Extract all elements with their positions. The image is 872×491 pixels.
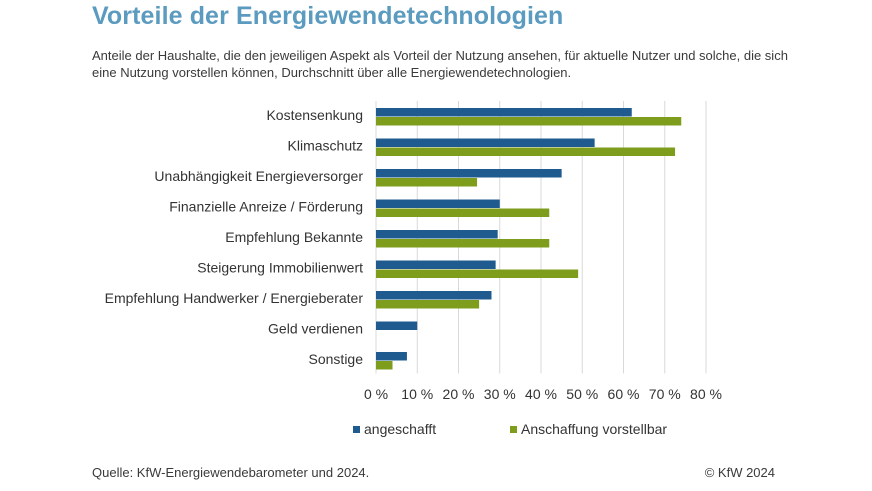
legend-item-angeschafft: angeschafft — [353, 421, 436, 437]
x-tick-label: 30 % — [484, 386, 516, 402]
category-label: Finanzielle Anreize / Förderung — [169, 199, 363, 215]
x-tick-label: 10 % — [401, 386, 433, 402]
bar-angeschafft — [376, 291, 492, 300]
bar-angeschafft — [376, 230, 498, 239]
bar-angeschafft — [376, 138, 595, 147]
legend-label-angeschafft: angeschafft — [364, 421, 437, 437]
bar-angeschafft — [376, 108, 632, 117]
bar-anschaffung-vorstellbar — [376, 361, 393, 370]
x-tick-label: 40 % — [525, 386, 557, 402]
x-tick-label: 0 % — [364, 386, 388, 402]
bar-anschaffung-vorstellbar — [376, 269, 579, 278]
copyright-note: © KfW 2024 — [704, 465, 775, 480]
bar-anschaffung-vorstellbar — [376, 117, 682, 126]
legend-label-anschaffung-vorstellbar: Anschaffung vorstellbar — [521, 421, 668, 437]
bar-anschaffung-vorstellbar — [376, 300, 480, 309]
bar-anschaffung-vorstellbar — [376, 239, 550, 248]
bar-anschaffung-vorstellbar — [376, 208, 550, 217]
legend-swatch-anschaffung-vorstellbar — [510, 426, 517, 433]
bar-angeschafft — [376, 321, 418, 330]
category-label: Empfehlung Bekannte — [225, 229, 363, 245]
category-label: Kostensenkung — [266, 107, 363, 123]
legend-item-anschaffung-vorstellbar: Anschaffung vorstellbar — [510, 421, 667, 437]
category-label: Sonstige — [309, 351, 364, 367]
bar-angeschafft — [376, 352, 407, 361]
category-label: Klimaschutz — [288, 138, 363, 154]
category-label: Geld verdienen — [268, 321, 363, 337]
x-tick-label: 80 % — [690, 386, 722, 402]
x-tick-label: 50 % — [566, 386, 598, 402]
chart-subtitle: Anteile der Haushalte, die den jeweilige… — [92, 48, 788, 80]
bar-anschaffung-vorstellbar — [376, 178, 478, 187]
x-tick-label: 20 % — [443, 386, 475, 402]
legend-swatch-angeschafft — [353, 426, 360, 433]
x-tick-label: 60 % — [608, 386, 640, 402]
category-label: Unabhängigkeit Energieversorger — [154, 168, 363, 184]
bar-angeschafft — [376, 199, 500, 208]
chart-title: Vorteile der Energiewendetechnologien — [92, 2, 564, 30]
bar-angeschafft — [376, 260, 496, 269]
bar-anschaffung-vorstellbar — [376, 147, 676, 156]
category-label: Steigerung Immobilienwert — [197, 260, 363, 276]
bar-angeschafft — [376, 169, 562, 178]
category-label: Empfehlung Handwerker / Energieberater — [105, 290, 364, 306]
x-tick-label: 70 % — [649, 386, 681, 402]
source-note: Quelle: KfW-Energiewendebarometer und 20… — [92, 465, 370, 480]
